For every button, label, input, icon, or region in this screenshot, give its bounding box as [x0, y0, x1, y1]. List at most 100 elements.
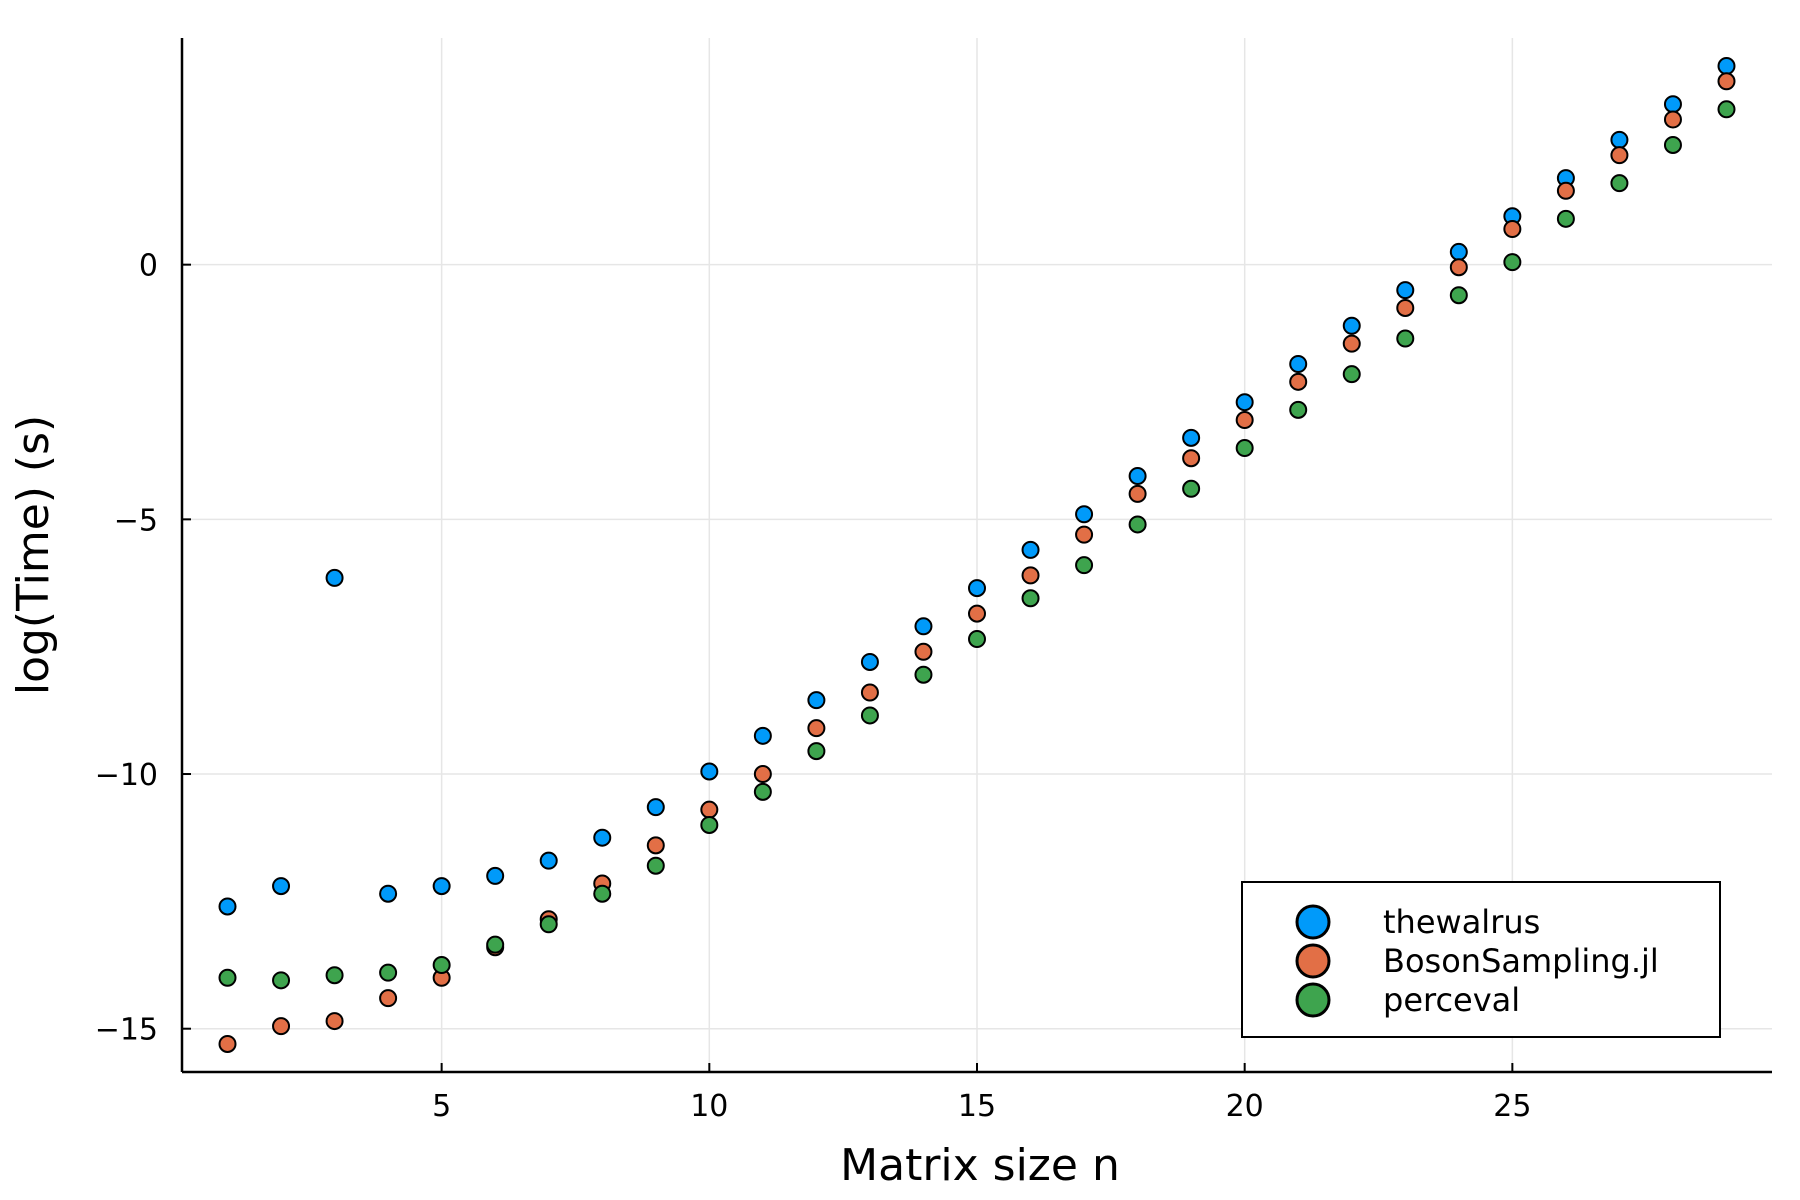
data-point: [1021, 540, 1040, 559]
data-point: [1503, 220, 1522, 239]
x-tick-label: 20: [1226, 1089, 1264, 1124]
data-point: [860, 706, 879, 725]
data-point: [272, 877, 291, 896]
data-point: [1342, 365, 1361, 384]
data-point: [1182, 449, 1201, 468]
y-axis-label: log(Time) (s): [8, 415, 59, 695]
x-axis-label: Matrix size n: [840, 1140, 1120, 1191]
data-point: [1717, 72, 1736, 91]
data-point: [486, 935, 505, 954]
legend-label: BosonSampling.jl: [1383, 942, 1659, 980]
data-point: [379, 884, 398, 903]
axes: [180, 38, 1772, 1074]
series-perceval: [218, 100, 1736, 990]
data-point: [486, 866, 505, 885]
tick-labels: 5 10 15 20 25 −15 −10 −5 0: [95, 249, 1532, 1124]
data-point: [1449, 258, 1468, 277]
data-point: [218, 1034, 237, 1053]
x-tick-label: 15: [958, 1089, 996, 1124]
data-point: [1342, 316, 1361, 335]
data-point: [807, 719, 826, 738]
legend-label: perceval: [1383, 981, 1520, 1019]
legend-marker: [1295, 943, 1331, 979]
data-point: [700, 800, 719, 819]
data-point: [914, 642, 933, 661]
data-point: [1075, 525, 1094, 544]
data-point: [1610, 174, 1629, 193]
data-point: [272, 971, 291, 990]
data-point: [646, 856, 665, 875]
data-point: [432, 956, 451, 975]
data-point: [325, 568, 344, 587]
data-point: [1717, 57, 1736, 76]
data-point: [1128, 467, 1147, 486]
data-point: [968, 579, 986, 598]
data-point: [860, 683, 879, 702]
legend-marker: [1295, 904, 1331, 940]
data-point: [593, 884, 612, 903]
data-point: [1075, 556, 1094, 575]
data-point: [1289, 354, 1308, 373]
data-point: [1503, 253, 1522, 272]
data-points: [218, 57, 1736, 1053]
data-point: [379, 963, 398, 982]
data-point: [325, 966, 344, 985]
data-point: [1021, 566, 1040, 585]
data-point: [1128, 484, 1147, 503]
data-point: [272, 1017, 291, 1036]
data-point: [1182, 479, 1201, 498]
data-point: [1556, 209, 1575, 228]
data-point: [914, 665, 933, 684]
data-point: [1449, 286, 1468, 305]
x-tick-label: 25: [1493, 1089, 1531, 1124]
data-point: [753, 765, 772, 784]
data-point: [1342, 334, 1361, 353]
data-point: [1075, 505, 1094, 524]
data-point: [1396, 298, 1415, 317]
data-point: [1235, 393, 1254, 412]
data-point: [593, 828, 612, 847]
data-point: [807, 691, 826, 710]
data-point: [860, 652, 879, 671]
data-point: [379, 989, 398, 1008]
data-point: [1663, 95, 1682, 114]
legend-label: thewalrus: [1383, 903, 1540, 941]
data-point: [1717, 100, 1736, 119]
y-tick-label: −10: [95, 758, 158, 793]
data-point: [914, 617, 933, 636]
data-point: [1289, 400, 1308, 419]
y-tick-label: 0: [139, 249, 158, 284]
data-point: [1235, 411, 1254, 430]
data-point: [1449, 242, 1468, 261]
data-point: [539, 915, 558, 934]
data-point: [1235, 439, 1254, 458]
data-point: [753, 726, 772, 745]
data-point: [968, 604, 986, 623]
data-point: [1396, 281, 1415, 300]
data-point: [218, 897, 237, 916]
data-point: [1663, 135, 1682, 154]
data-point: [646, 798, 665, 817]
y-tick-label: −5: [114, 503, 158, 538]
x-tick-label: 5: [432, 1089, 451, 1124]
data-point: [700, 815, 719, 834]
data-point: [1021, 589, 1040, 608]
data-point: [539, 851, 558, 870]
data-point: [646, 836, 665, 855]
data-point: [1289, 372, 1308, 391]
legend-marker: [1295, 982, 1331, 1018]
data-point: [1610, 130, 1629, 149]
data-point: [1182, 428, 1201, 447]
data-point: [1663, 110, 1682, 129]
y-tick-label: −15: [95, 1013, 158, 1048]
data-point: [968, 630, 986, 649]
data-point: [1128, 515, 1147, 534]
data-point: [753, 782, 772, 801]
data-point: [807, 742, 826, 761]
data-point: [432, 877, 451, 896]
data-point: [218, 968, 237, 987]
data-point: [1610, 146, 1629, 165]
data-point: [700, 762, 719, 781]
